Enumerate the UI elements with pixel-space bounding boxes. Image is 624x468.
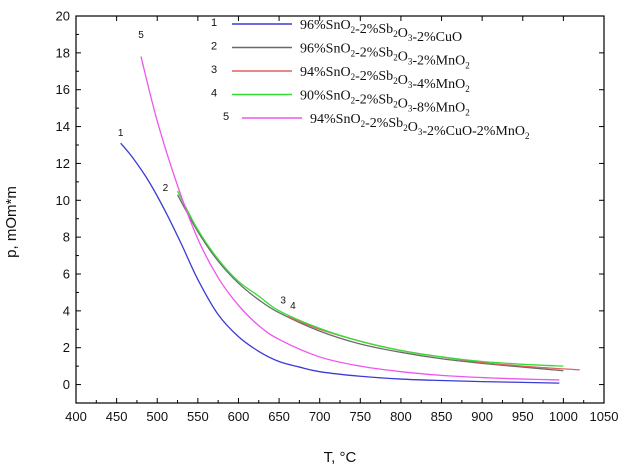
y-axis-title: p, mOm*m bbox=[3, 186, 20, 258]
x-axis-title: T, °C bbox=[324, 449, 357, 466]
y-tick-label: 6 bbox=[63, 267, 70, 282]
series-layer bbox=[120, 56, 580, 384]
legend-number-3: 3 bbox=[211, 64, 217, 76]
x-tick-label: 700 bbox=[309, 409, 331, 424]
series-line-5 bbox=[140, 56, 560, 381]
legend: 1 96%SnO2-2%Sb2O3-2%CuO 2 96%SnO2-2%Sb2O3-2… bbox=[211, 17, 530, 141]
legend-label-3: 94%SnO2-2%Sb2O3-4%MnO2 bbox=[300, 65, 470, 94]
x-tick-label: 600 bbox=[228, 409, 250, 424]
series-line-4 bbox=[176, 190, 564, 367]
x-tick-label: 800 bbox=[390, 409, 412, 424]
curve-label-3: 3 bbox=[280, 295, 286, 306]
curve-label-2: 2 bbox=[163, 183, 169, 194]
x-tick-label: 650 bbox=[268, 409, 290, 424]
y-tick-label: 18 bbox=[56, 45, 70, 60]
x-tick-label: 750 bbox=[349, 409, 371, 424]
x-axis: 400 450 500 550 600 650 700 750 800 850 900 950 1000… bbox=[65, 16, 618, 424]
curve-label-4: 4 bbox=[290, 301, 296, 312]
y-tick-label: 0 bbox=[63, 377, 70, 392]
y-tick-label: 16 bbox=[56, 82, 70, 97]
series-line-2 bbox=[176, 194, 564, 372]
curve-label-1: 1 bbox=[118, 128, 124, 139]
y-tick-label: 8 bbox=[63, 230, 70, 245]
x-tick-label: 500 bbox=[146, 409, 168, 424]
series-line-1 bbox=[120, 142, 560, 384]
x-tick-label: 400 bbox=[65, 409, 87, 424]
y-tick-label: 2 bbox=[63, 340, 70, 355]
legend-label-5: 94%SnO2-2%Sb2O3-2%CuO-2%MnO2 bbox=[310, 112, 529, 141]
legend-label-4: 90%SnO2-2%Sb2O3-8%MnO2 bbox=[300, 89, 470, 118]
x-tick-label: 550 bbox=[187, 409, 209, 424]
curve-label-5: 5 bbox=[138, 30, 144, 41]
legend-label-2: 96%SnO2-2%Sb2O3-2%MnO2 bbox=[300, 42, 470, 71]
legend-label-1: 96%SnO2-2%Sb2O3-2%CuO bbox=[300, 18, 462, 45]
legend-number-1: 1 bbox=[211, 17, 217, 29]
y-tick-label: 20 bbox=[56, 9, 70, 24]
x-tick-label: 950 bbox=[512, 409, 534, 424]
series-line-3 bbox=[286, 315, 580, 371]
x-tick-label: 450 bbox=[106, 409, 128, 424]
legend-number-2: 2 bbox=[211, 41, 217, 53]
y-tick-label: 10 bbox=[56, 193, 70, 208]
y-tick-label: 14 bbox=[56, 119, 70, 134]
legend-number-4: 4 bbox=[211, 88, 217, 100]
y-tick-label: 12 bbox=[56, 156, 70, 171]
y-tick-label: 4 bbox=[63, 303, 70, 318]
legend-number-5: 5 bbox=[223, 111, 229, 123]
x-tick-label: 900 bbox=[471, 409, 493, 424]
x-tick-label: 1000 bbox=[549, 409, 578, 424]
x-tick-label: 850 bbox=[431, 409, 453, 424]
x-tick-label: 1050 bbox=[590, 409, 619, 424]
